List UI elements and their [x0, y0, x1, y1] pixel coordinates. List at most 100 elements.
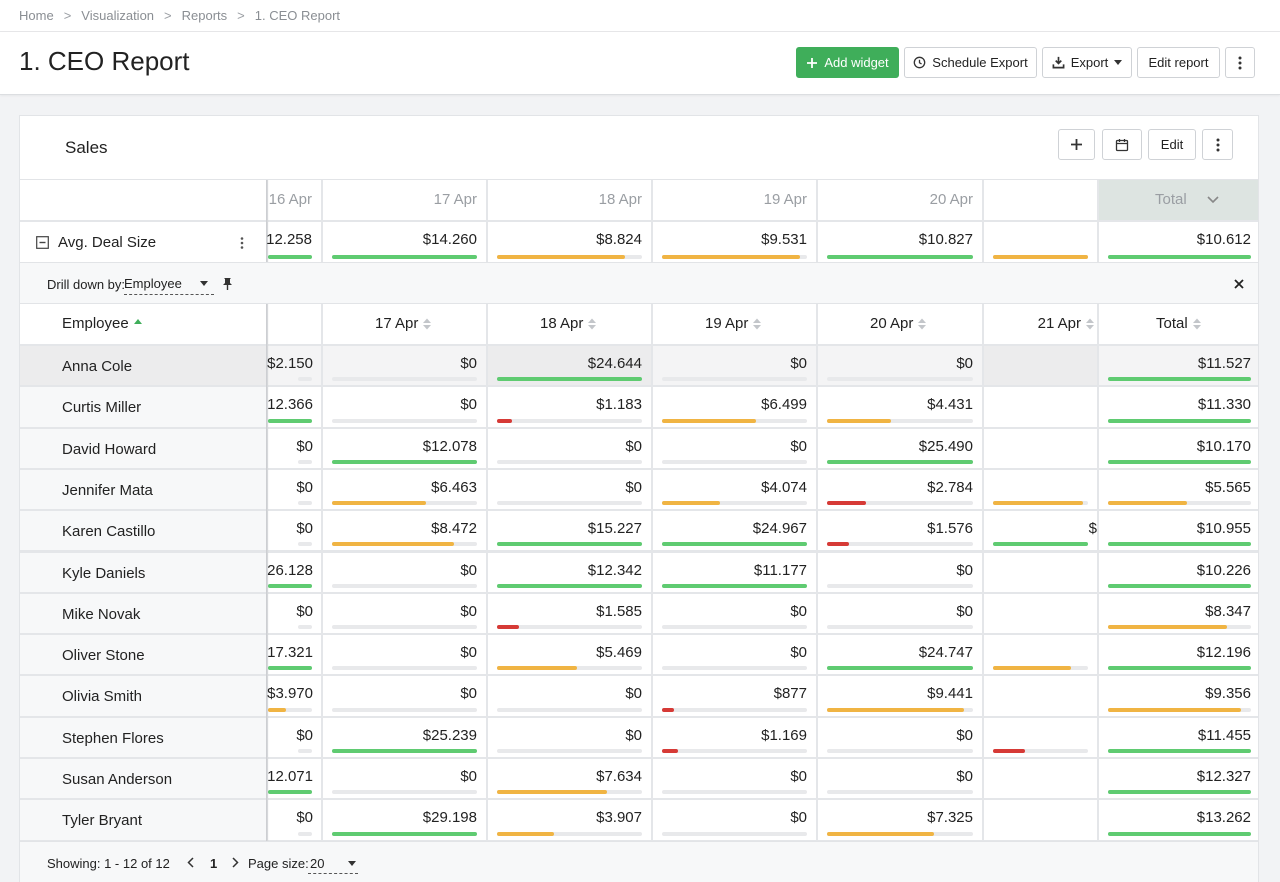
export-button[interactable]: Export [1042, 47, 1132, 78]
current-page[interactable]: 1 [210, 856, 218, 871]
sort-icon[interactable] [1085, 318, 1095, 330]
cell-value: $0 [625, 437, 642, 455]
cell-value: $0 [296, 478, 313, 496]
more-options-button[interactable] [1225, 47, 1255, 78]
date-header[interactable]: 19 Apr [653, 304, 816, 344]
date-header[interactable]: 21 Apr [984, 304, 1097, 344]
cell-value: $0 [956, 726, 973, 744]
employee-name-cell[interactable]: Karen Castillo [20, 511, 266, 551]
breadcrumb-reports[interactable]: Reports [181, 8, 228, 23]
sort-icon[interactable] [1192, 318, 1202, 330]
employee-name-cell[interactable]: Kyle Daniels [20, 552, 266, 592]
employee-name-cell[interactable]: Jennifer Mata [20, 469, 266, 510]
sort-icon[interactable] [917, 318, 927, 330]
progress-bar-track [332, 666, 477, 671]
progress-bar-track [298, 501, 312, 506]
collapse-icon[interactable] [36, 236, 49, 249]
employee-name-cell[interactable]: Stephen Flores [20, 717, 266, 757]
total-value: $11.455 [1197, 726, 1251, 744]
value-cell [984, 676, 1097, 716]
employee-name-cell[interactable]: Olivia Smith [20, 676, 266, 716]
cell-value: $0 [460, 355, 477, 372]
employee-name-cell[interactable]: Oliver Stone [20, 635, 266, 675]
chevron-down-icon[interactable] [1207, 196, 1219, 204]
cell-value: $1.183 [596, 396, 642, 414]
total-header[interactable]: Total [1099, 304, 1258, 344]
close-icon[interactable] [1234, 279, 1244, 289]
progress-bar-fill [1108, 542, 1251, 547]
employee-name-cell[interactable]: David Howard [20, 428, 266, 468]
widget-more-button[interactable] [1202, 129, 1233, 160]
value-cell: $4.431 [818, 387, 982, 427]
employee-header[interactable]: Employee [20, 304, 266, 344]
progress-bar-fill [662, 255, 800, 259]
edit-report-button[interactable]: Edit report [1137, 47, 1220, 78]
breadcrumb-separator: > [164, 8, 172, 23]
sort-icon[interactable] [587, 318, 597, 330]
pin-icon[interactable] [222, 277, 233, 290]
breadcrumb-visualization[interactable]: Visualization [81, 8, 155, 23]
progress-bar-fill [497, 625, 519, 630]
add-widget-button[interactable]: Add widget [796, 47, 899, 78]
value-cell: $2.150 [267, 346, 321, 386]
sort-ascending-icon[interactable] [133, 318, 143, 330]
drill-down-select[interactable]: Employee [124, 276, 214, 295]
date-header[interactable]: 18 Apr [488, 304, 651, 344]
breadcrumb-separator: > [63, 8, 72, 23]
kebab-icon [1216, 138, 1219, 151]
widget-add-button[interactable] [1058, 129, 1095, 160]
cell-value: $0 [460, 768, 477, 785]
cell-value: 17.321 [267, 644, 313, 662]
progress-bar-fill [662, 501, 720, 506]
kebab-icon[interactable] [240, 237, 244, 249]
cell-value: $2.150 [267, 355, 313, 372]
page-size-select[interactable]: 20 [308, 855, 358, 874]
value-cell: $1.169 [653, 717, 816, 757]
chevron-left-icon[interactable] [187, 857, 194, 868]
cell-value: $0 [296, 602, 313, 620]
summary-value-cell: $9.531 [653, 222, 816, 263]
breadcrumb-home[interactable]: Home [19, 8, 54, 23]
date-header[interactable]: 17 Apr [323, 304, 486, 344]
date-header-label: 19 Apr [763, 191, 807, 208]
date-header-label: 17 Apr [433, 191, 477, 208]
cell-value: $25.239 [422, 726, 477, 744]
chevron-right-icon[interactable] [232, 857, 239, 868]
progress-bar-track [827, 501, 973, 506]
employee-name-cell[interactable]: Mike Novak [20, 593, 266, 634]
frozen-column-shadow [266, 180, 269, 263]
cell-value: $29.198 [422, 809, 477, 827]
cell-value: $0 [956, 602, 973, 620]
value-cell [984, 428, 1097, 468]
progress-bar-fill [268, 666, 312, 671]
value-cell: $0 [268, 469, 321, 510]
value-cell [984, 346, 1097, 386]
header-label-wrap: 17 Apr [375, 315, 432, 332]
progress-bar-track [662, 418, 807, 423]
employee-name-cell[interactable]: Curtis Miller [20, 387, 266, 427]
employee-name-cell[interactable]: Tyler Bryant [20, 800, 266, 840]
schedule-export-button[interactable]: Schedule Export [904, 47, 1037, 78]
summary-value-cell: 12.258 [266, 222, 321, 263]
widget-date-button[interactable] [1102, 129, 1142, 160]
sort-icon[interactable] [422, 318, 432, 330]
date-header[interactable]: 20 Apr [818, 304, 982, 344]
widget-edit-button[interactable]: Edit [1148, 129, 1196, 160]
total-header[interactable]: Total [1099, 180, 1258, 220]
progress-bar-fill [827, 666, 973, 671]
value-cell: $11.455 [1099, 717, 1258, 757]
value-cell: $0 [818, 346, 982, 386]
value-cell: $10.226 [1099, 552, 1258, 592]
value-cell [984, 469, 1097, 510]
progress-bar-fill [662, 748, 678, 753]
employee-name-cell[interactable]: Susan Anderson [20, 759, 266, 799]
date-header[interactable] [268, 304, 321, 344]
value-cell [984, 717, 1097, 757]
value-cell: $0 [323, 759, 486, 799]
date-header: 17 Apr [323, 180, 486, 220]
value-cell: $0 [653, 800, 816, 840]
progress-bar-fill [993, 748, 1025, 753]
cell-value: $0 [460, 561, 477, 579]
sort-icon[interactable] [752, 318, 762, 330]
employee-name-cell[interactable]: Anna Cole [20, 346, 266, 386]
